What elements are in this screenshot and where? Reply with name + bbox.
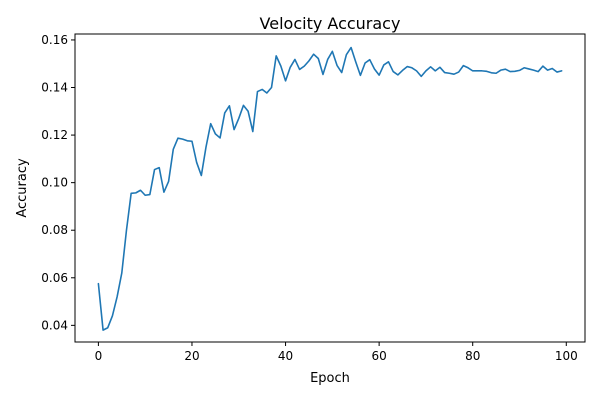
x-axis-ticks: 0 20 40 60 80 100 (95, 342, 578, 363)
y-tick-label: 0.16 (41, 33, 68, 47)
x-tick-label: 0 (95, 349, 103, 363)
y-tick-label: 0.14 (41, 81, 68, 95)
x-tick-label: 20 (184, 349, 199, 363)
y-tick-label: 0.06 (41, 271, 68, 285)
plot-frame (74, 33, 586, 343)
plot-area (74, 33, 586, 343)
y-tick-label: 0.10 (41, 176, 68, 190)
y-tick-label: 0.04 (41, 318, 68, 332)
y-axis-label: Accuracy (15, 158, 30, 218)
x-tick-label: 100 (555, 349, 578, 363)
series-line (97, 46, 563, 331)
y-axis-ticks: 0.04 0.06 0.08 0.10 0.12 0.14 0.16 (41, 33, 75, 332)
x-tick-label: 40 (278, 349, 293, 363)
y-tick-label: 0.12 (41, 128, 68, 142)
chart-title: Velocity Accuracy (260, 14, 401, 33)
x-axis-label: Epoch (310, 371, 350, 386)
x-tick-label: 80 (465, 349, 480, 363)
x-tick-label: 60 (371, 349, 386, 363)
y-tick-label: 0.08 (41, 223, 68, 237)
